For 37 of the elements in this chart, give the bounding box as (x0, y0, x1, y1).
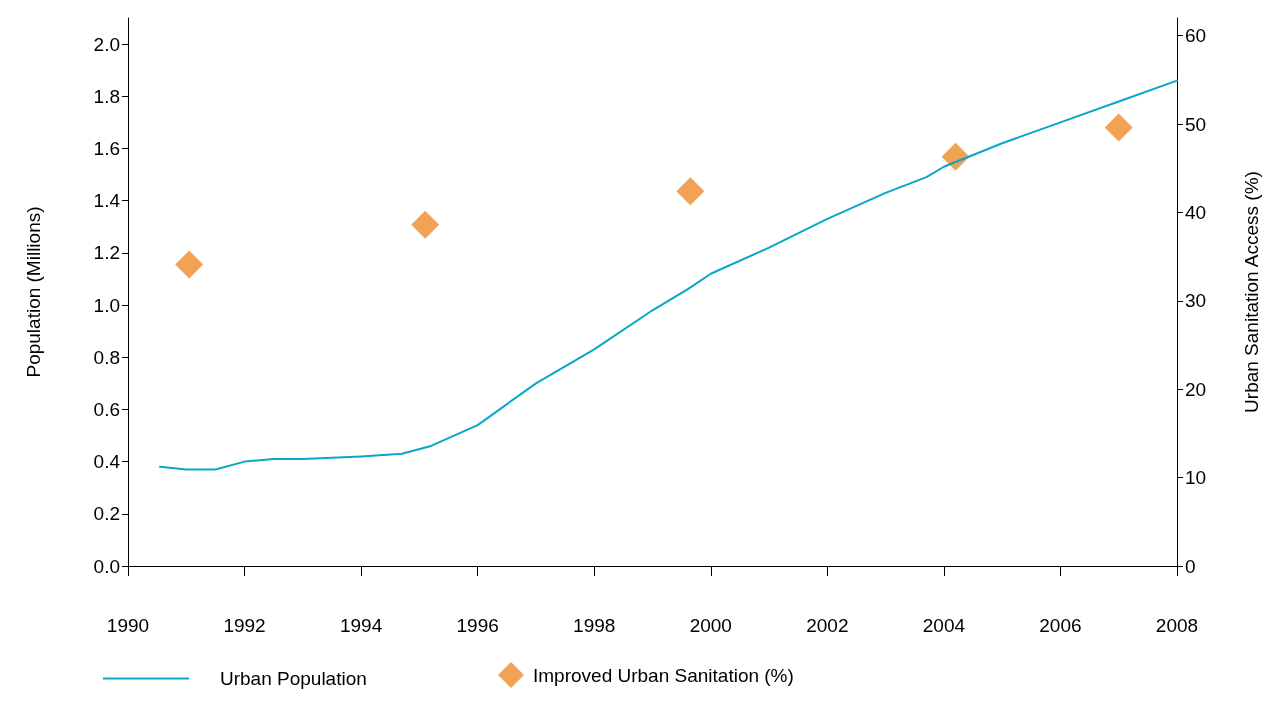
x-tick-label: 1990 (106, 615, 150, 636)
y2-tick-label: 0 (1185, 555, 1196, 577)
x-tick-label: 1992 (223, 615, 266, 636)
y-tick-label: 0.8 (93, 346, 120, 368)
x-tick-label: 1996 (456, 615, 499, 636)
y2-tick-label: 60 (1185, 25, 1207, 47)
y2-tick-label: 20 (1185, 378, 1207, 400)
point (411, 210, 440, 239)
x-tick-label: 2008 (1155, 615, 1199, 636)
y-tick-label: 2.0 (93, 33, 120, 55)
y2-tick-label: 30 (1185, 290, 1207, 312)
y-tick-label: 0.4 (93, 451, 121, 473)
y-tick-label: 0.2 (93, 503, 120, 525)
x-tick-label: 2000 (689, 615, 732, 636)
point (1104, 113, 1133, 142)
y-tick-label: 1.4 (93, 190, 121, 212)
y2-tick-label: 40 (1185, 201, 1207, 223)
line-series (159, 79, 1178, 471)
x-tick-label: 1994 (339, 615, 383, 636)
y-tick-label: 1.8 (93, 85, 120, 107)
y-axis-title: Population (Millions) (23, 206, 44, 378)
y-tick-label: 0.6 (93, 398, 120, 420)
x-tick-label: 1998 (573, 615, 616, 636)
legend-label: Improved Urban Sanitation (%) (533, 664, 794, 686)
y2-tick-label: 10 (1185, 467, 1207, 489)
y2-tick-label: 50 (1185, 113, 1207, 135)
point (175, 250, 204, 279)
x-tick-label: 2006 (1039, 615, 1082, 636)
y-tick-label: 0.0 (93, 555, 120, 577)
y-tick-label: 1.0 (93, 294, 120, 316)
y-tick-label: 1.2 (93, 242, 120, 264)
y-tick-label: 1.6 (93, 137, 120, 159)
x-tick-label: 2002 (806, 615, 849, 636)
point (676, 177, 705, 206)
x-tick-label: 2004 (922, 615, 966, 636)
y2-axis-title: Urban Sanitation Access (%) (1241, 171, 1262, 413)
legend-label: Urban Population (220, 668, 367, 689)
